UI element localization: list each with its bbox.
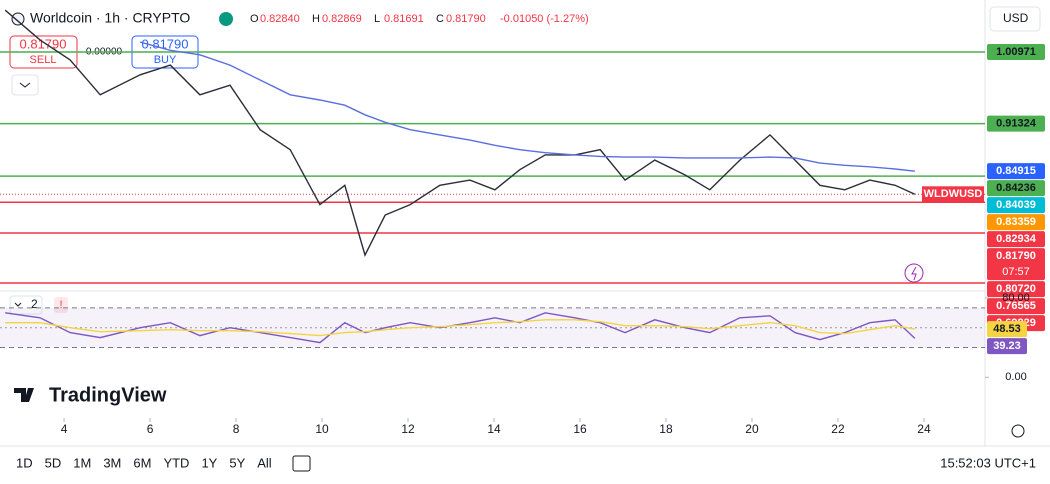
timeframe-button[interactable]: All <box>257 455 272 470</box>
sell-price[interactable]: 0.81790 <box>20 36 67 51</box>
price-badge <box>987 231 1045 248</box>
price-badge <box>987 115 1045 132</box>
ohlc-value: 0.81790 <box>446 13 486 25</box>
price-badge <box>987 180 1045 197</box>
rsi-badge <box>987 321 1027 338</box>
price-badge-label: 0.84039 <box>996 199 1036 211</box>
price-badge-label: 0.82934 <box>996 233 1037 245</box>
price-badge-label: 1.00971 <box>996 46 1036 58</box>
x-tick-label: 22 <box>831 422 845 436</box>
sell-label[interactable]: SELL <box>30 54 57 66</box>
price-badge <box>987 248 1045 281</box>
price-badge-label: 0.81790 <box>996 250 1036 262</box>
price-badge <box>987 163 1045 180</box>
timeframe-button[interactable]: YTD <box>163 455 189 470</box>
series-line <box>4 9 916 258</box>
market-status <box>219 12 233 26</box>
x-tick-label: 6 <box>147 422 154 436</box>
ohlc-key: C <box>436 13 444 25</box>
collapse-button[interactable] <box>11 74 39 96</box>
timeframe-button[interactable]: 5D <box>45 455 62 470</box>
timeframe-button[interactable]: 3M <box>103 455 121 470</box>
price-badge <box>987 43 1045 60</box>
x-tick-label: 18 <box>659 422 673 436</box>
ohlc-key: L <box>374 13 380 25</box>
series-line <box>140 41 915 172</box>
warning-mark: ! <box>59 299 62 311</box>
ohlc-value: 0.82869 <box>322 13 362 25</box>
price-badge-label: 0.91324 <box>996 117 1037 129</box>
price-badge-label: 0.80720 <box>996 283 1036 295</box>
warning-icon[interactable] <box>54 297 68 313</box>
calendar-icon[interactable] <box>292 455 311 472</box>
rsi-badge <box>987 338 1027 355</box>
price-badge-label: 0.84915 <box>996 165 1036 177</box>
rsi-badge-label: 39.23 <box>993 340 1021 352</box>
pane-legend[interactable] <box>9 295 43 315</box>
x-tick-label: 24 <box>917 422 931 436</box>
x-tick-label: 10 <box>315 422 329 436</box>
timeframe-button[interactable]: 1D <box>16 455 33 470</box>
buy-label[interactable]: BUY <box>154 54 177 66</box>
timeframe-button[interactable]: 6M <box>133 455 151 470</box>
x-tick-label: 8 <box>233 422 240 436</box>
price-badge <box>987 298 1045 315</box>
symbol-tag-bg <box>922 186 984 203</box>
price-change: -0.01050 (-1.27%) <box>500 13 589 25</box>
logo[interactable]: TradingView <box>49 384 167 406</box>
price-badge <box>987 281 1045 298</box>
x-tick-label: 20 <box>745 422 759 436</box>
x-tick-label: 16 <box>573 422 587 436</box>
settings-icon[interactable] <box>1011 424 1025 438</box>
lightning-icon <box>911 266 917 281</box>
ohlc-key: H <box>312 13 320 25</box>
y-tick-label: 0.00 <box>1005 371 1026 383</box>
chevron-icon <box>14 302 22 307</box>
rsi-band <box>0 307 985 348</box>
symbol-tag: WLDWUSD <box>924 188 983 200</box>
timeframe-button[interactable]: 1Y <box>201 455 217 470</box>
clock: 15:52:03 UTC+1 <box>940 455 1036 470</box>
price-badge <box>987 214 1045 231</box>
series-line <box>5 319 916 337</box>
logo-mark <box>14 388 34 402</box>
x-tick-label: 4 <box>61 422 68 436</box>
x-tick-label: 12 <box>401 422 415 436</box>
price-badge-label: 0.84236 <box>996 182 1036 194</box>
price-badge-label: 0.76565 <box>996 300 1036 312</box>
timeframe-button[interactable]: 5Y <box>229 455 245 470</box>
symbol-title[interactable]: Worldcoin · 1h · CRYPTO <box>30 10 190 26</box>
rsi-badge-label: 48.53 <box>993 323 1021 335</box>
ohlc-key: O <box>250 13 259 25</box>
ohlc-value: 0.82840 <box>260 13 300 25</box>
currency-button[interactable] <box>989 6 1041 32</box>
currency[interactable]: USD <box>1003 11 1029 25</box>
symbol-icon <box>11 12 25 26</box>
timeframe-button[interactable]: 1M <box>73 455 91 470</box>
buy-price[interactable]: 0.81790 <box>142 36 189 51</box>
ohlc-value: 0.81691 <box>384 13 424 25</box>
event-icon[interactable] <box>904 263 924 283</box>
price-badge-label: 0.83359 <box>996 216 1036 228</box>
x-tick-label: 14 <box>487 422 501 436</box>
countdown: 07:57 <box>1002 266 1030 278</box>
pane-index: 2 <box>31 297 38 311</box>
y-tick-label: 80.00 <box>1002 292 1030 304</box>
chevron-icon <box>19 82 31 88</box>
price-badge <box>987 197 1045 214</box>
